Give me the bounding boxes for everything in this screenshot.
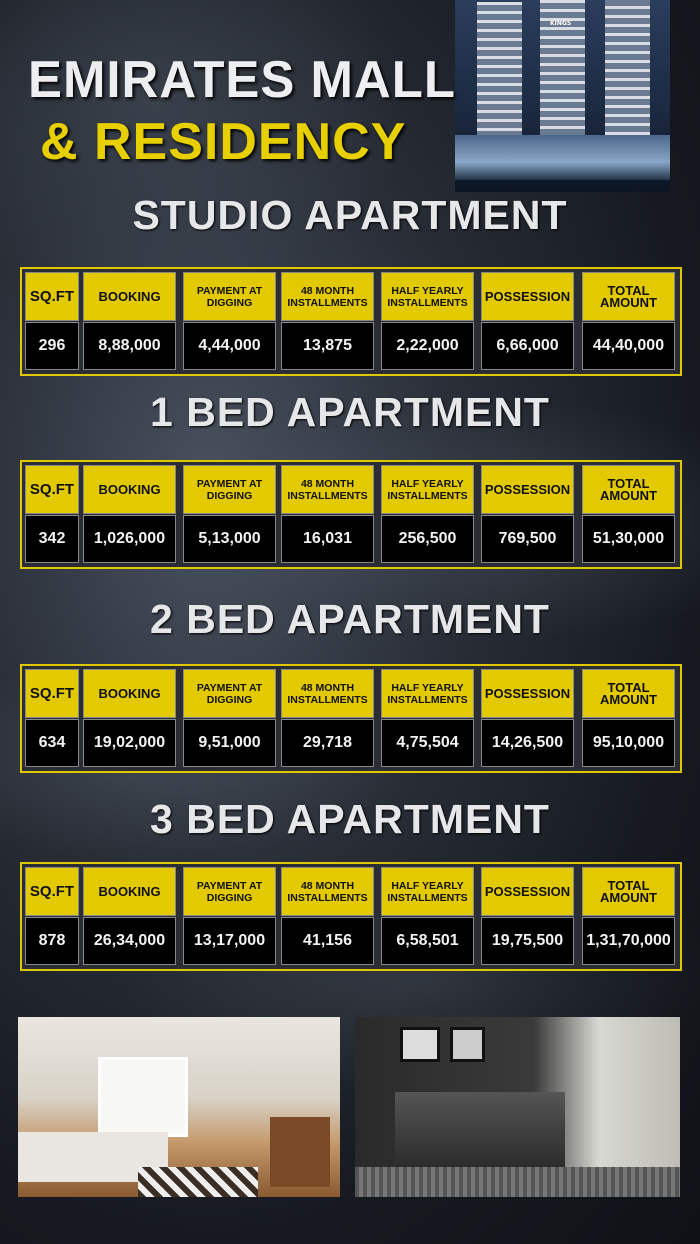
table-cell: 19,02,000	[83, 719, 176, 767]
table-cell: 342	[25, 515, 79, 563]
section-heading: STUDIO APARTMENT	[132, 192, 568, 238]
column-header: TOTAL AMOUNT	[582, 669, 675, 718]
table-cell: 5,13,000	[183, 515, 276, 563]
living-room-photo	[18, 1017, 340, 1197]
column-header: 48 MONTH INSTALLMENTS	[281, 669, 374, 718]
section-heading: 3 BED APARTMENT	[150, 796, 550, 842]
table-cell: 16,031	[281, 515, 374, 563]
column-header: POSSESSION	[481, 867, 574, 916]
table-cell: 6,66,000	[481, 322, 574, 370]
column-header: POSSESSION	[481, 272, 574, 321]
bedroom-photo	[355, 1017, 680, 1197]
column-header: BOOKING	[83, 867, 176, 916]
table-cell: 19,75,500	[481, 917, 574, 965]
column-header: 48 MONTH INSTALLMENTS	[281, 867, 374, 916]
table-cell: 6,58,501	[381, 917, 474, 965]
table-cell: 256,500	[381, 515, 474, 563]
column-header: POSSESSION	[481, 465, 574, 514]
table-cell: 2,22,000	[381, 322, 474, 370]
table-cell: 1,31,70,000	[582, 917, 675, 965]
table-cell: 29,718	[281, 719, 374, 767]
table-cell: 769,500	[481, 515, 574, 563]
table-cell: 4,75,504	[381, 719, 474, 767]
column-header: 48 MONTH INSTALLMENTS	[281, 272, 374, 321]
column-header: 48 MONTH INSTALLMENTS	[281, 465, 374, 514]
table-cell: 26,34,000	[83, 917, 176, 965]
section-heading: 2 BED APARTMENT	[150, 596, 550, 642]
title-line1: EMIRATES MALL	[28, 51, 456, 109]
table-cell: 1,026,000	[83, 515, 176, 563]
column-header: BOOKING	[83, 272, 176, 321]
table-cell: 14,26,500	[481, 719, 574, 767]
column-header: HALF YEARLY INSTALLMENTS	[381, 669, 474, 718]
column-header: SQ.FT	[25, 669, 79, 718]
column-header: SQ.FT	[25, 465, 79, 514]
column-header: TOTAL AMOUNT	[582, 272, 675, 321]
title-line2: & RESIDENCY	[40, 113, 407, 171]
column-header: TOTAL AMOUNT	[582, 867, 675, 916]
table-cell: 44,40,000	[582, 322, 675, 370]
column-header: TOTAL AMOUNT	[582, 465, 675, 514]
table-cell: 13,17,000	[183, 917, 276, 965]
price-table: SQ.FT 634 BOOKING 19,02,000 PAYMENT AT DIGGI…	[20, 664, 682, 773]
price-table: SQ.FT 878 BOOKING 26,34,000 PAYMENT AT DIGGI…	[20, 862, 682, 971]
column-header: PAYMENT AT DIGGING	[183, 272, 276, 321]
column-header: PAYMENT AT DIGGING	[183, 669, 276, 718]
column-header: POSSESSION	[481, 669, 574, 718]
table-cell: 634	[25, 719, 79, 767]
price-table: SQ.FT 296 BOOKING 8,88,000 PAYMENT AT DIGGIN…	[20, 267, 682, 376]
table-cell: 4,44,000	[183, 322, 276, 370]
column-header: SQ.FT	[25, 272, 79, 321]
column-header: HALF YEARLY INSTALLMENTS	[381, 272, 474, 321]
table-cell: 51,30,000	[582, 515, 675, 563]
column-header: HALF YEARLY INSTALLMENTS	[381, 465, 474, 514]
table-cell: 95,10,000	[582, 719, 675, 767]
table-cell: 9,51,000	[183, 719, 276, 767]
price-table: SQ.FT 342 BOOKING 1,026,000 PAYMENT AT DIGGI…	[20, 460, 682, 569]
table-cell: 13,875	[281, 322, 374, 370]
column-header: HALF YEARLY INSTALLMENTS	[381, 867, 474, 916]
building-sign: KINGS	[550, 20, 572, 27]
column-header: SQ.FT	[25, 867, 79, 916]
building-render-image: KINGS	[455, 0, 670, 192]
column-header: PAYMENT AT DIGGING	[183, 465, 276, 514]
table-cell: 878	[25, 917, 79, 965]
table-cell: 296	[25, 322, 79, 370]
section-heading: 1 BED APARTMENT	[150, 389, 550, 435]
table-cell: 8,88,000	[83, 322, 176, 370]
column-header: BOOKING	[83, 465, 176, 514]
table-cell: 41,156	[281, 917, 374, 965]
column-header: BOOKING	[83, 669, 176, 718]
column-header: PAYMENT AT DIGGING	[183, 867, 276, 916]
